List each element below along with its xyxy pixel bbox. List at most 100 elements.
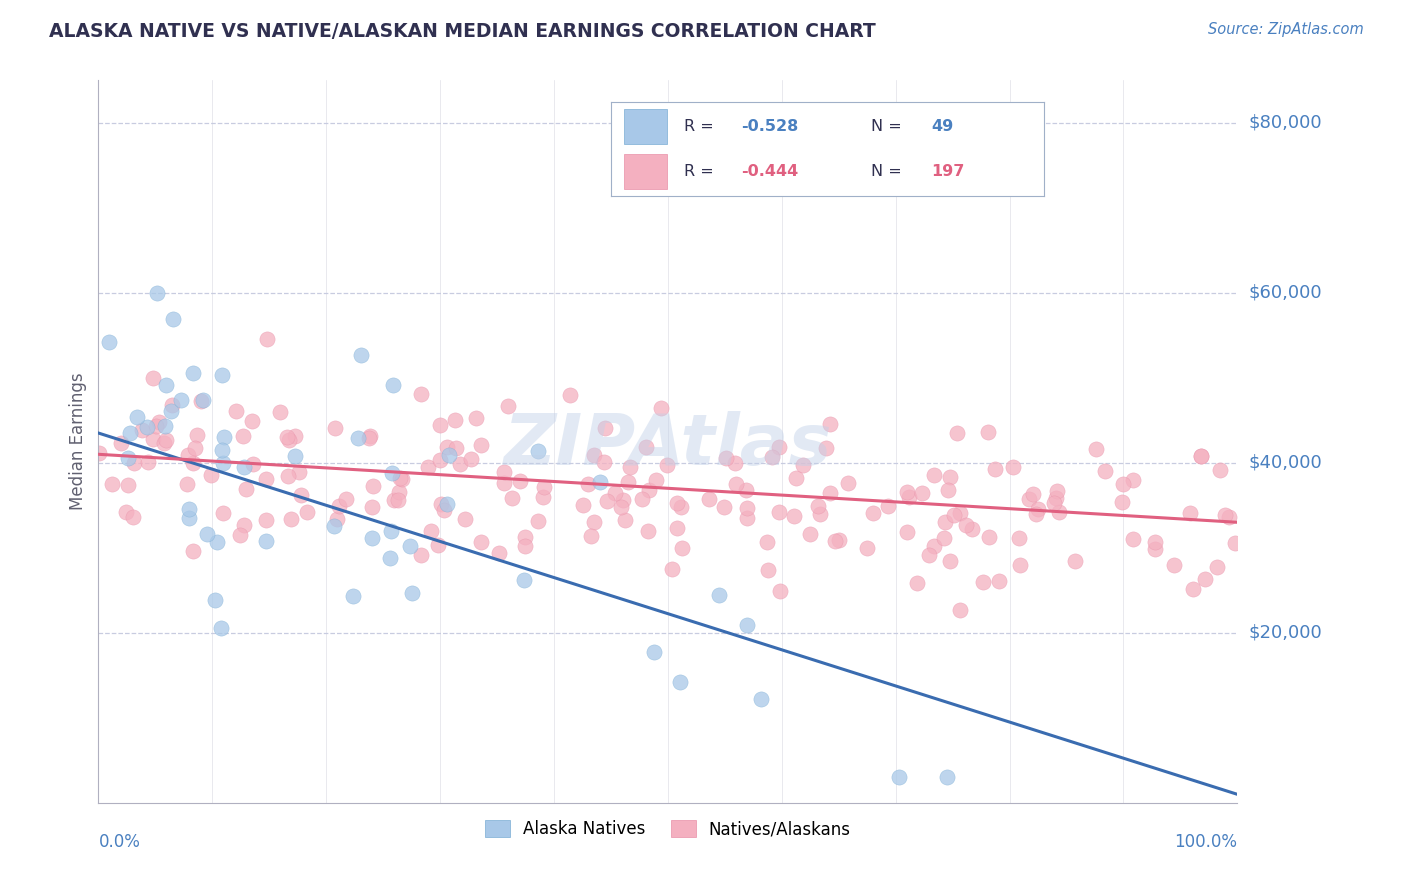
Point <box>190 393 212 408</box>
Point <box>756 535 779 549</box>
Point <box>381 466 404 480</box>
Point <box>204 593 226 607</box>
Point <box>138 455 160 469</box>
Point <box>960 522 983 536</box>
Point <box>862 506 884 520</box>
Point <box>284 429 307 443</box>
Point <box>512 573 534 587</box>
Point <box>936 483 959 497</box>
Point <box>409 549 432 563</box>
Point <box>724 456 747 470</box>
Point <box>709 588 731 602</box>
Point <box>1178 506 1201 520</box>
Point <box>110 435 132 450</box>
Point <box>799 527 821 541</box>
Point <box>946 426 969 441</box>
Point <box>949 602 972 616</box>
Point <box>1121 532 1143 546</box>
Point <box>284 449 307 463</box>
Y-axis label: Median Earnings: Median Earnings <box>69 373 87 510</box>
Point <box>214 430 236 444</box>
Point <box>1008 531 1031 545</box>
Point <box>101 476 124 491</box>
Point <box>115 505 138 519</box>
Point <box>488 546 510 560</box>
Point <box>1008 558 1031 572</box>
Point <box>153 435 176 450</box>
Point <box>1046 483 1069 498</box>
Point <box>256 472 278 486</box>
Point <box>896 525 918 540</box>
Text: $60,000: $60,000 <box>1249 284 1322 301</box>
Point <box>589 475 612 489</box>
Point <box>409 386 432 401</box>
Point <box>342 589 364 603</box>
Point <box>254 534 277 549</box>
Point <box>876 499 898 513</box>
Point <box>1206 560 1229 574</box>
Point <box>934 531 956 545</box>
Point <box>1026 501 1049 516</box>
Point <box>382 493 405 508</box>
Point <box>824 534 846 549</box>
Point <box>97 334 120 349</box>
Point <box>326 512 349 526</box>
Point <box>118 426 141 441</box>
Point <box>429 417 451 432</box>
Point <box>749 691 772 706</box>
Text: Source: ZipAtlas.com: Source: ZipAtlas.com <box>1208 22 1364 37</box>
Point <box>347 431 370 445</box>
Point <box>984 462 1007 476</box>
Point <box>388 471 411 485</box>
Point <box>643 645 665 659</box>
Point <box>1021 487 1043 501</box>
Point <box>509 474 531 488</box>
Point <box>533 480 555 494</box>
Point <box>612 493 634 508</box>
Point <box>155 377 177 392</box>
Point <box>896 484 918 499</box>
Point <box>449 457 471 471</box>
Point <box>977 530 1000 544</box>
Point <box>287 465 309 479</box>
Point <box>724 476 747 491</box>
Point <box>142 432 165 446</box>
Point <box>560 388 582 402</box>
Point <box>768 506 790 520</box>
Point <box>184 441 207 455</box>
Point <box>155 419 177 434</box>
Point <box>856 541 879 555</box>
Point <box>117 450 139 465</box>
Point <box>501 491 523 505</box>
Point <box>761 450 783 464</box>
Point <box>661 562 683 576</box>
Point <box>669 500 692 515</box>
Point <box>162 312 184 326</box>
Point <box>734 483 756 498</box>
Point <box>769 583 792 598</box>
Point <box>446 442 468 456</box>
Point <box>828 533 851 547</box>
Point <box>1045 491 1067 505</box>
Point <box>818 486 841 500</box>
Point <box>160 398 183 412</box>
Point <box>1182 582 1205 597</box>
Point <box>232 460 254 475</box>
Point <box>131 423 153 437</box>
Point <box>735 618 758 632</box>
Point <box>276 430 298 444</box>
Point <box>401 585 423 599</box>
Text: 0.0%: 0.0% <box>98 833 141 851</box>
Point <box>454 512 477 526</box>
Point <box>513 530 536 544</box>
Point <box>242 414 264 428</box>
Point <box>666 495 689 509</box>
Point <box>122 509 145 524</box>
Point <box>496 399 519 413</box>
Point <box>335 491 357 506</box>
Point <box>380 551 402 566</box>
Point <box>531 490 554 504</box>
Text: $40,000: $40,000 <box>1249 454 1322 472</box>
Point <box>207 534 229 549</box>
Point <box>714 451 737 466</box>
